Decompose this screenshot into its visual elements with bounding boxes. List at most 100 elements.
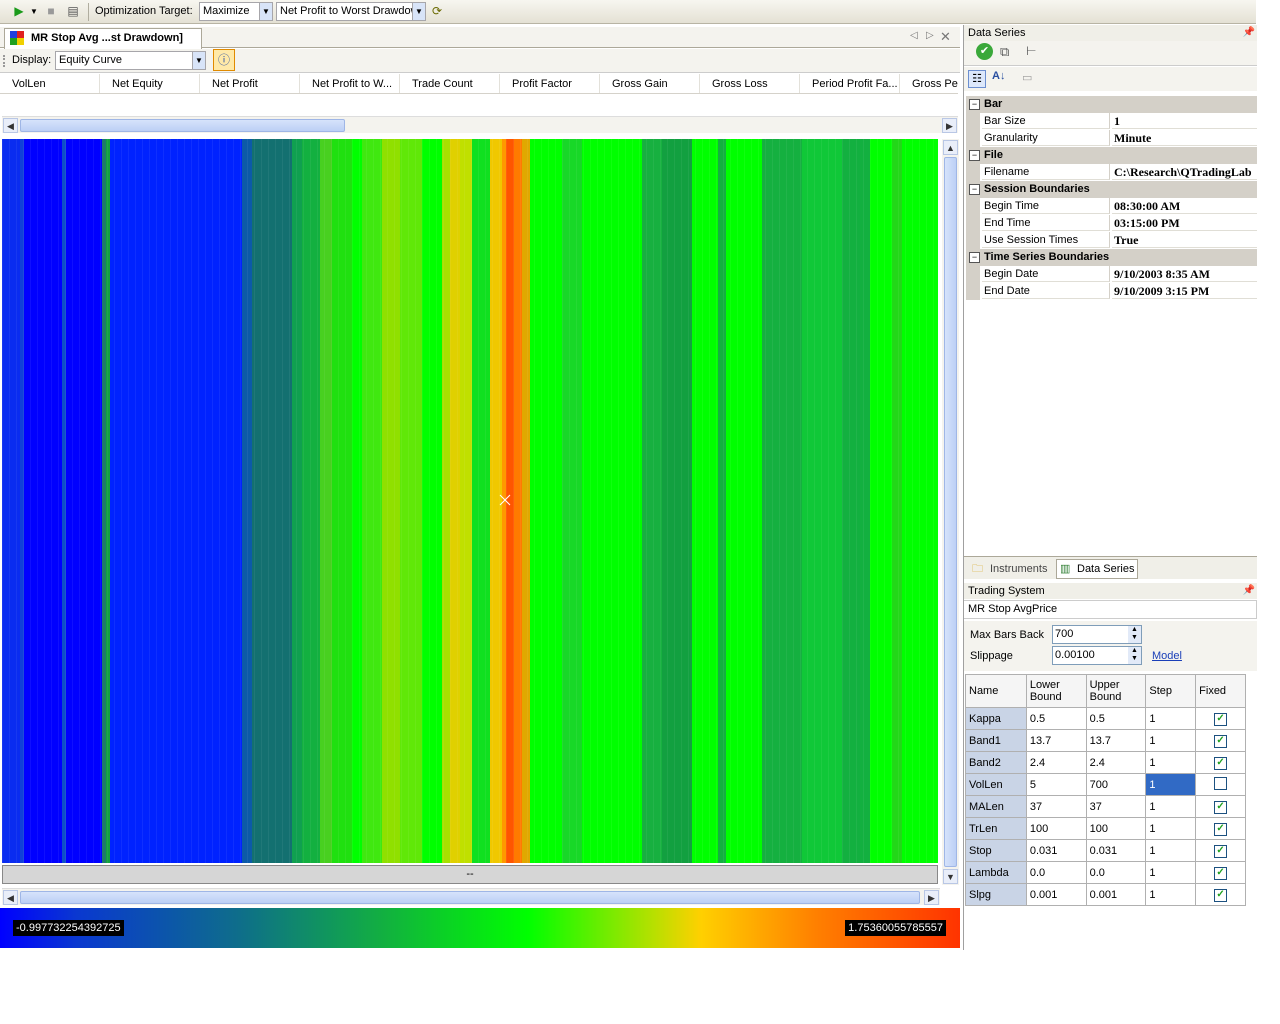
header-fixed[interactable]: Fixed [1195, 674, 1246, 708]
fixed-checkbox[interactable]: ✓ [1214, 712, 1228, 726]
spinner-icon[interactable]: ▲ ▼ [1128, 626, 1141, 643]
scroll-left-arrow-icon[interactable]: ◀ [3, 890, 18, 905]
chevron-down-icon[interactable]: ▼ [192, 52, 205, 69]
parameter-lower-bound[interactable]: 13.7 [1025, 729, 1087, 752]
direction-select[interactable]: Maximize ▼ [199, 2, 273, 21]
parameter-upper-bound[interactable]: 0.0 [1085, 861, 1147, 884]
document-tab[interactable]: MR Stop Avg ...st Drawdown] [4, 28, 202, 49]
column-header[interactable]: Net Profit [200, 74, 300, 93]
parameter-row[interactable]: TrLen 100 100 1 ✓ [965, 817, 1246, 840]
property-row[interactable]: Begin Date 9/10/2003 8:35 AM [966, 266, 1257, 283]
chevron-down-icon[interactable]: ▼ [259, 3, 272, 20]
parameter-upper-bound[interactable]: 2.4 [1085, 751, 1147, 774]
fixed-checkbox[interactable]: ✓ [1214, 844, 1228, 858]
parameter-step[interactable]: 1 [1145, 751, 1197, 774]
column-header[interactable]: VolLen [0, 74, 100, 93]
column-header[interactable]: Net Equity [100, 74, 200, 93]
tab-instruments[interactable]: 🗀 Instruments [970, 559, 1056, 579]
collapse-icon[interactable]: − [969, 99, 980, 110]
info-icon[interactable]: ⓘ [213, 49, 235, 71]
pin-icon[interactable]: 📌 [1242, 27, 1255, 38]
property-value[interactable]: C:\Research\QTradingLab [1112, 164, 1257, 180]
pin-icon[interactable]: 📌 [1242, 585, 1255, 596]
property-value[interactable]: 08:30:00 AM [1112, 198, 1257, 214]
scroll-down-arrow-icon[interactable]: ▼ [943, 869, 958, 884]
property-value[interactable]: 03:15:00 PM [1112, 215, 1257, 231]
header-upper-bound[interactable]: Upper Bound [1085, 674, 1147, 708]
parameter-lower-bound[interactable]: 100 [1025, 817, 1087, 840]
parameter-step[interactable]: 1 [1145, 839, 1197, 862]
property-value[interactable]: True [1112, 232, 1257, 248]
header-step[interactable]: Step [1145, 674, 1197, 708]
heatmap-canvas[interactable] [2, 139, 938, 863]
parameter-row[interactable]: Band2 2.4 2.4 1 ✓ [965, 751, 1246, 774]
parameter-row[interactable]: Band1 13.7 13.7 1 ✓ [965, 729, 1246, 752]
run-icon[interactable]: ▶ [14, 4, 24, 18]
property-row[interactable]: End Time 03:15:00 PM [966, 215, 1257, 232]
parameter-step[interactable]: 1 [1145, 729, 1197, 752]
parameter-upper-bound[interactable]: 0.031 [1085, 839, 1147, 862]
copy-icon[interactable]: ⧉ [1000, 44, 1010, 59]
parameter-upper-bound[interactable]: 700 [1085, 773, 1147, 796]
sort-alphabetical-icon[interactable]: A↓ [992, 70, 1006, 82]
property-category[interactable]: − Bar [966, 96, 1257, 113]
parameter-row[interactable]: VolLen 5 700 1 [965, 773, 1246, 796]
parameter-step[interactable]: 1 [1145, 795, 1197, 818]
scroll-right-arrow-icon[interactable]: ▶ [942, 118, 957, 133]
parameter-upper-bound[interactable]: 13.7 [1085, 729, 1147, 752]
parameter-step[interactable]: 1 [1145, 817, 1197, 840]
heatmap-horizontal-scrollbar[interactable]: ◀ ▶ [2, 888, 940, 905]
refresh-icon[interactable]: ⟳ [431, 4, 443, 18]
column-header[interactable]: Net Profit to W... [300, 74, 400, 93]
property-category[interactable]: − File [966, 147, 1257, 164]
property-value[interactable]: 9/10/2009 3:15 PM [1112, 283, 1257, 299]
column-header[interactable]: Gross Per [900, 74, 958, 93]
scroll-left-icon[interactable]: ◁ [910, 30, 918, 41]
property-row[interactable]: Granularity Minute [966, 130, 1257, 147]
parameter-step[interactable]: 1 [1145, 861, 1197, 884]
metric-select[interactable]: Net Profit to Worst Drawdown ▼ [276, 2, 426, 21]
parameter-row[interactable]: Kappa 0.5 0.5 1 ✓ [965, 707, 1246, 730]
scroll-thumb[interactable] [20, 119, 345, 132]
property-value[interactable]: Minute [1112, 130, 1257, 146]
parameter-row[interactable]: Slpg 0.001 0.001 1 ✓ [965, 883, 1246, 906]
run-dropdown-icon[interactable]: ▼ [30, 7, 38, 16]
fixed-checkbox[interactable]: ✓ [1214, 822, 1228, 836]
parameter-lower-bound[interactable]: 0.0 [1025, 861, 1087, 884]
property-value[interactable]: 1 [1112, 113, 1257, 129]
column-header[interactable]: Trade Count [400, 74, 500, 93]
scroll-thumb[interactable] [20, 891, 920, 904]
property-row[interactable]: Use Session Times True [966, 232, 1257, 249]
parameter-lower-bound[interactable]: 0.031 [1025, 839, 1087, 862]
fixed-checkbox[interactable]: ✓ [1214, 756, 1228, 770]
fixed-checkbox[interactable] [1214, 776, 1228, 790]
scroll-up-arrow-icon[interactable]: ▲ [943, 140, 958, 155]
header-name[interactable]: Name [965, 674, 1027, 708]
collapse-icon[interactable]: − [969, 184, 980, 195]
fixed-checkbox[interactable]: ✓ [1214, 800, 1228, 814]
property-value[interactable]: 9/10/2003 8:35 AM [1112, 266, 1257, 282]
collapse-icon[interactable]: − [969, 150, 980, 161]
results-horizontal-scrollbar[interactable]: ◀ ▶ [2, 116, 958, 133]
parameter-step[interactable]: 1 [1145, 707, 1197, 730]
display-select[interactable]: Equity Curve ▼ [55, 51, 206, 70]
ruler-icon[interactable]: ⊢ [1026, 44, 1037, 58]
heatmap-vertical-scrollbar[interactable]: ▲ ▼ [942, 139, 959, 885]
property-row[interactable]: Bar Size 1 [966, 113, 1257, 130]
spinner-icon[interactable]: ▲ ▼ [1128, 647, 1141, 664]
header-lower-bound[interactable]: Lower Bound [1025, 674, 1087, 708]
model-link[interactable]: Model [1152, 650, 1182, 662]
parameter-upper-bound[interactable]: 100 [1085, 817, 1147, 840]
parameter-lower-bound[interactable]: 5 [1025, 773, 1087, 796]
property-row[interactable]: Filename C:\Research\QTradingLab [966, 164, 1257, 181]
stop-icon[interactable]: ■ [47, 4, 55, 18]
property-row[interactable]: Begin Time 08:30:00 AM [966, 198, 1257, 215]
categorized-icon[interactable]: ☷ [968, 70, 986, 88]
fixed-checkbox[interactable]: ✓ [1214, 888, 1228, 902]
parameter-row[interactable]: Lambda 0.0 0.0 1 ✓ [965, 861, 1246, 884]
scroll-right-arrow-icon[interactable]: ▶ [924, 890, 939, 905]
max-bars-back-input[interactable]: 700 ▲ ▼ [1052, 625, 1142, 644]
fixed-checkbox[interactable]: ✓ [1214, 734, 1228, 748]
parameter-lower-bound[interactable]: 2.4 [1025, 751, 1087, 774]
close-icon[interactable]: ✕ [940, 29, 951, 44]
